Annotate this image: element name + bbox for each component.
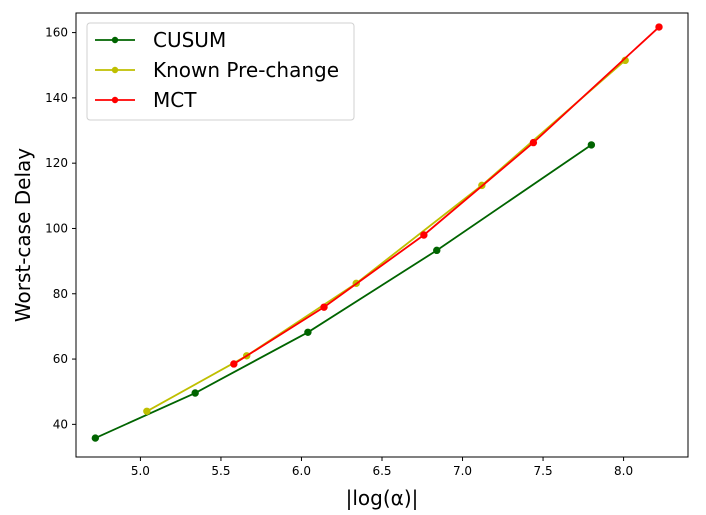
data-point-cusum [433,246,441,255]
data-point-cusum [191,389,199,397]
legend-entry-cusum: CUSUM [95,28,226,52]
legend-label-cusum: CUSUM [153,28,226,52]
data-point-known-pre-change [143,407,151,415]
data-point-cusum [304,328,312,336]
series-layer [91,23,663,442]
y-axis-ticks: 40 60 80 100 120 140 160 [45,26,76,431]
x-tick-label: 7.5 [534,464,553,478]
data-point-mct [420,231,428,239]
legend-marker-cusum [111,36,119,44]
data-point-mct [230,360,238,368]
data-point-mct [529,138,538,147]
x-tick-label: 5.5 [211,464,230,478]
y-tick-label: 160 [45,26,68,40]
legend-label-mct: MCT [153,88,197,112]
y-tick-label: 100 [45,221,68,235]
legend-box [86,22,355,121]
x-tick-label: 5.0 [131,464,150,478]
x-tick-label: 7.0 [453,464,472,478]
legend-entry-mct: MCT [95,88,197,112]
legend-marker-mct [111,96,119,104]
legend-marker-known-pre-change [111,66,119,74]
x-tick-label: 6.5 [372,464,391,478]
legend-entry-known-pre-change: Known Pre-change [95,58,339,82]
y-tick-label: 60 [53,352,68,366]
x-axis-label: |log(α)| [346,486,419,510]
y-axis-label: Worst-case Delay [11,148,35,322]
data-point-cusum [587,141,596,149]
data-point-mct [655,23,663,31]
data-point-cusum [91,434,100,442]
data-point-mct [320,303,328,311]
y-tick-label: 80 [53,287,68,301]
y-tick-label: 40 [53,417,68,431]
y-tick-label: 120 [45,156,68,170]
legend-label-known-pre-change: Known Pre-change [153,58,339,82]
legend: CUSUM Known Pre-change MCT [86,22,355,121]
x-tick-label: 6.0 [292,464,311,478]
x-tick-label: 8.0 [614,464,633,478]
x-axis-ticks: 5.0 5.5 6.0 6.5 7.0 7.5 8.0 [131,457,633,478]
y-tick-label: 140 [45,91,68,105]
